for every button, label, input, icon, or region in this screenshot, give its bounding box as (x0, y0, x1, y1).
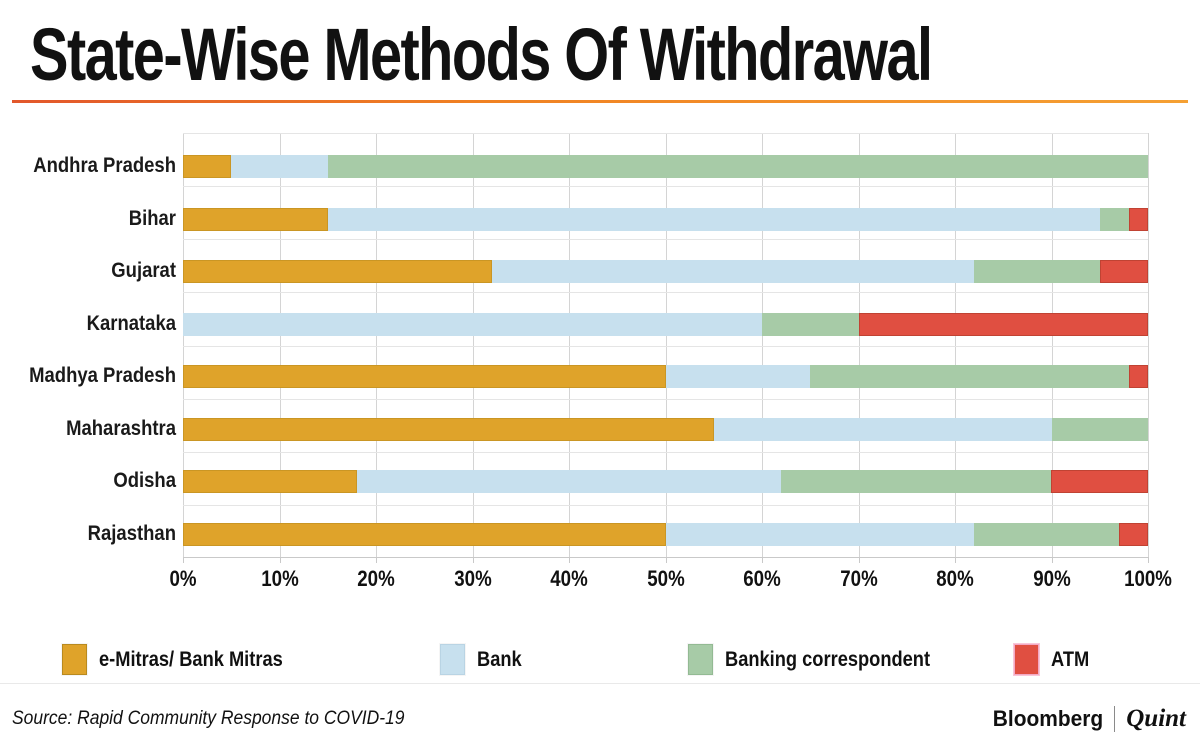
axis-tick-mark (955, 557, 956, 563)
x-tick-label: 60% (743, 566, 781, 591)
y-axis-label-karnataka: Karnataka (86, 311, 176, 335)
x-tick-label: 70% (839, 566, 878, 591)
x-tick-label: 90% (1032, 566, 1071, 591)
stacked-bar-bihar (183, 207, 1148, 231)
stacked-bar-karnataka (183, 312, 1148, 336)
y-axis-label-rajasthan: Rajasthan (87, 521, 176, 545)
x-tick-label: 10% (260, 566, 299, 591)
logo-separator (1114, 706, 1116, 732)
plot-area (183, 133, 1149, 563)
axis-tick-mark (472, 557, 474, 563)
legend-swatch (688, 644, 713, 675)
x-tick-label: 50% (646, 566, 685, 591)
x-tick-label: 100% (1124, 566, 1172, 591)
axis-tick-mark (183, 557, 184, 563)
bar-segment-banking-correspondent (974, 522, 1120, 546)
bar-segment-bank (491, 260, 975, 284)
bar-segment-atm (1099, 260, 1148, 284)
bar-segment-atm (858, 312, 1148, 336)
bar-segment-e-mitras-bank-mitras (183, 207, 328, 231)
bar-segment-atm (1128, 207, 1148, 231)
axis-tick-mark (569, 557, 570, 563)
bar-segment-e-mitras-bank-mitras (183, 365, 666, 389)
horizontal-gridline (183, 186, 1148, 188)
y-axis-label-odisha: Odisha (113, 469, 176, 493)
bloomberg-logo: Bloomberg (992, 706, 1104, 731)
x-tick-label: 20% (357, 566, 395, 591)
bar-segment-banking-correspondent (762, 312, 859, 336)
bar-segment-bank (665, 365, 811, 389)
stacked-bar-madhya-pradesh (183, 365, 1148, 389)
horizontal-gridline (183, 345, 1148, 347)
legend-label: e-Mitras/ Bank Mitras (99, 647, 283, 671)
horizontal-gridline (183, 504, 1148, 506)
bar-segment-banking-correspondent (1099, 207, 1129, 231)
bar-segment-e-mitras-bank-mitras (183, 417, 714, 441)
axis-tick-mark (762, 557, 763, 563)
bar-segment-e-mitras-bank-mitras (183, 470, 357, 494)
bar-segment-banking-correspondent (1051, 417, 1148, 441)
bar-segment-bank (665, 522, 975, 546)
x-tick-label: 0% (169, 566, 197, 591)
bar-segment-bank (327, 207, 1100, 231)
source-note: Source: Rapid Community Response to COVI… (12, 708, 405, 729)
stacked-bar-maharashtra (183, 417, 1148, 441)
y-axis-label-gujarat: Gujarat (111, 259, 176, 283)
horizontal-gridline (183, 451, 1148, 453)
stacked-bar-gujarat (183, 260, 1148, 284)
bar-segment-banking-correspondent (781, 470, 1052, 494)
bar-segment-e-mitras-bank-mitras (183, 260, 492, 284)
axis-tick-mark (1148, 557, 1149, 563)
axis-tick-mark (376, 557, 377, 563)
legend-swatch (440, 644, 465, 675)
legend-label: ATM (1051, 647, 1090, 671)
bar-segment-e-mitras-bank-mitras (183, 155, 232, 178)
axis-tick-mark (858, 557, 860, 563)
stacked-bar-odisha (183, 470, 1148, 494)
legend-label: Banking correspondent (725, 647, 931, 671)
axis-tick-mark (279, 557, 281, 563)
title-accent-rule (12, 100, 1188, 103)
bar-segment-e-mitras-bank-mitras (183, 522, 666, 546)
legend-item-bank: Bank (440, 644, 528, 675)
x-tick-label: 80% (936, 566, 974, 591)
quint-logo: Quint (1126, 705, 1186, 732)
bar-segment-atm (1119, 522, 1148, 546)
y-axis-label-madhya-pradesh: Madhya Pradesh (29, 364, 176, 388)
stacked-bar-andhra-pradesh (183, 155, 1148, 178)
publisher-logo: Bloomberg Quint (987, 705, 1186, 733)
horizontal-gridline (183, 133, 1148, 134)
bar-segment-bank (356, 470, 782, 494)
legend-item-atm: ATM (1014, 644, 1095, 675)
bar-segment-atm (1051, 470, 1148, 494)
y-axis-label-maharashtra: Maharashtra (66, 416, 176, 440)
horizontal-gridline (183, 398, 1148, 400)
vertical-gridline (1148, 133, 1149, 558)
horizontal-gridline (183, 239, 1148, 241)
horizontal-gridline (183, 292, 1148, 294)
bar-segment-bank (231, 155, 328, 178)
legend-item-e-mitras-bank-mitras: e-Mitras/ Bank Mitras (62, 644, 310, 675)
stacked-bar-rajasthan (183, 522, 1148, 546)
legend-swatch (1014, 644, 1039, 675)
legend-item-banking-correspondent: Banking correspondent (688, 644, 961, 675)
footer-divider (0, 683, 1200, 684)
y-axis-label-andhra-pradesh: Andhra Pradesh (33, 154, 176, 177)
bar-segment-banking-correspondent (810, 365, 1129, 389)
axis-tick-mark (1051, 557, 1053, 563)
legend-label: Bank (477, 647, 522, 671)
bar-segment-atm (1128, 365, 1148, 389)
y-axis-label-bihar: Bihar (128, 206, 176, 230)
x-tick-label: 30% (453, 566, 492, 591)
page-title: State-Wise Methods Of Withdrawal (30, 13, 933, 96)
bar-segment-bank (183, 312, 762, 336)
bar-segment-bank (713, 417, 1052, 441)
legend-swatch (62, 644, 87, 675)
bar-segment-banking-correspondent (327, 155, 1148, 178)
axis-tick-mark (665, 557, 667, 563)
x-tick-label: 40% (550, 566, 588, 591)
bar-segment-banking-correspondent (974, 260, 1100, 284)
